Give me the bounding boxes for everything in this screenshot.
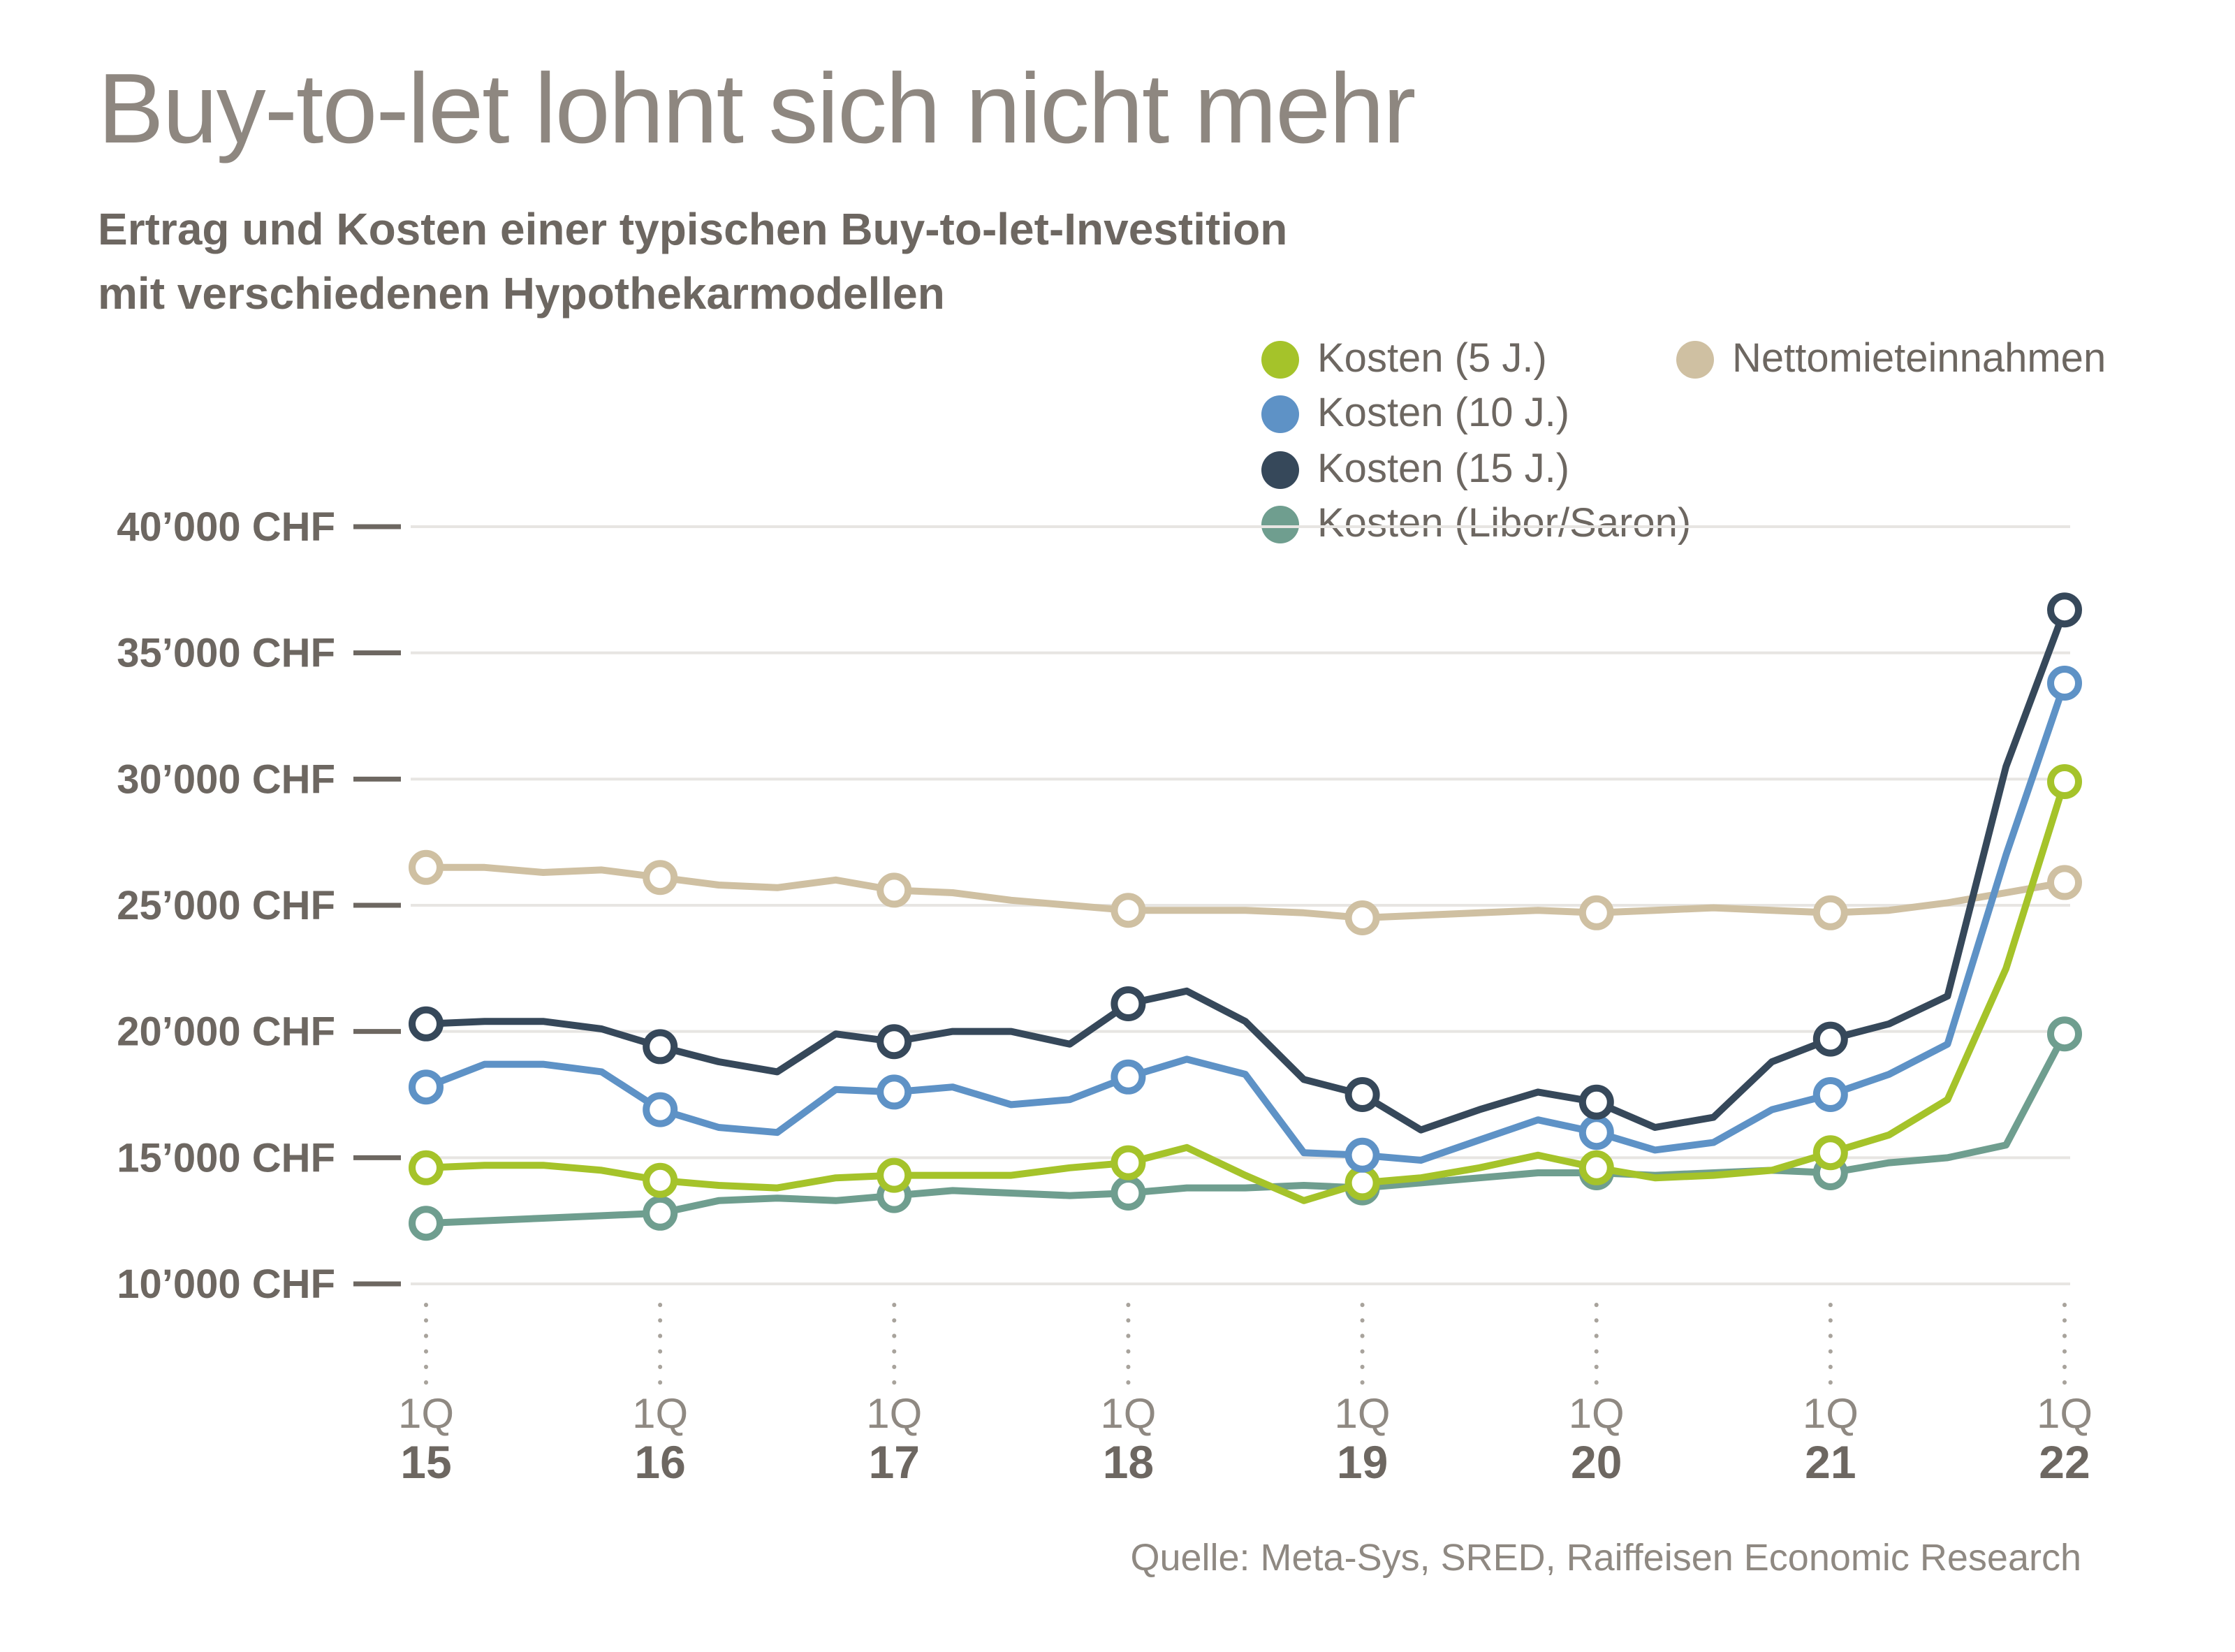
svg-text:1Q: 1Q [866,1390,922,1437]
legend-label: Kosten (10 J.) [1317,388,1577,439]
svg-text:15: 15 [400,1436,451,1488]
svg-text:10’000 CHF: 10’000 CHF [117,1262,335,1307]
svg-text:25’000 CHF: 25’000 CHF [117,883,335,928]
chart-subtitle-line-1: Ertrag und Kosten einer typischen Buy-to… [98,204,1288,254]
svg-text:1Q: 1Q [2037,1390,2093,1437]
svg-text:19: 19 [1337,1436,1388,1488]
legend-item-kosten-5j: Kosten (5 J.) [1261,333,1554,385]
chart-subtitle: Ertrag und Kosten einer typischen Buy-to… [98,197,1287,326]
legend-item-nettomieteinnahmen: Nettomieteinnahmen [1676,333,2113,385]
svg-text:1Q: 1Q [1803,1390,1859,1437]
source-credit: Quelle: Meta-Sys, SRED, Raiffeisen Econo… [1130,1537,2081,1579]
svg-text:17: 17 [869,1436,920,1488]
legend-item-kosten-10j: Kosten (10 J.) [1261,388,1577,439]
svg-text:1Q: 1Q [1569,1390,1625,1437]
svg-text:30’000 CHF: 30’000 CHF [117,756,335,802]
svg-text:18: 18 [1103,1436,1154,1488]
legend-label: Kosten (Libor/Saron) [1317,498,1699,550]
svg-text:35’000 CHF: 35’000 CHF [117,631,335,676]
svg-text:20: 20 [1571,1436,1622,1488]
page-title: Buy-to-let lohnt sich nicht mehr [98,54,1416,165]
svg-text:21: 21 [1805,1436,1856,1488]
svg-text:1Q: 1Q [398,1390,454,1437]
legend-item-kosten-libor-saron: Kosten (Libor/Saron) [1261,498,1699,550]
svg-text:15’000 CHF: 15’000 CHF [117,1135,335,1180]
svg-text:40’000 CHF: 40’000 CHF [117,504,335,550]
legend-label: Nettomieteinnahmen [1732,333,2113,385]
series-dot-icon [1676,340,1714,378]
legend-label: Kosten (5 J.) [1317,333,1554,385]
svg-text:16: 16 [634,1436,685,1488]
legend-label: Kosten (15 J.) [1317,444,1577,495]
svg-text:1Q: 1Q [1100,1390,1156,1437]
chart-subtitle-line-2: mit verschiedenen Hypothekarmodellen [98,268,945,319]
svg-text:22: 22 [2039,1436,2090,1488]
series-dot-icon [1261,395,1299,432]
svg-text:20’000 CHF: 20’000 CHF [117,1009,335,1055]
series-dot-icon [1261,505,1299,543]
series-dot-icon [1261,340,1299,378]
series-dot-icon [1261,451,1299,488]
svg-text:1Q: 1Q [632,1390,688,1437]
legend-item-kosten-15j: Kosten (15 J.) [1261,444,1577,495]
svg-text:1Q: 1Q [1335,1390,1391,1437]
